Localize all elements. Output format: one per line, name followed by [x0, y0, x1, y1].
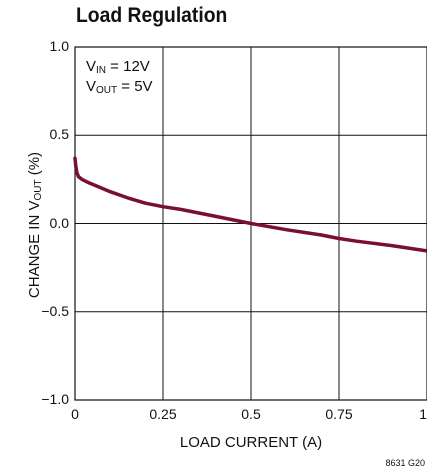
x-tick-label: 0.25 — [149, 406, 177, 422]
x-axis-label: LOAD CURRENT (A) — [179, 434, 323, 451]
y-tick-label: −1.0 — [41, 391, 69, 407]
annotation-vin: VIN = 12V — [86, 58, 150, 76]
y-axis-label: CHANGE IN VOUT (%) — [26, 151, 44, 299]
x-tick-label: 0.75 — [325, 406, 353, 422]
chart-title: Load Regulation — [76, 4, 228, 27]
plot-frame — [74, 46, 427, 401]
series-line — [73, 156, 427, 253]
y-tick-label: 0.5 — [49, 126, 69, 143]
y-tick-label: 0.0 — [49, 214, 69, 231]
x-tick-label: 0.5 — [241, 406, 261, 422]
figure-code: 8631 G20 — [385, 458, 425, 468]
y-tick-label: −0.5 — [41, 302, 69, 319]
annotation-vout: VOUT = 5V — [86, 78, 153, 96]
x-tick-label: 1 — [419, 406, 427, 422]
y-tick-label: 1.0 — [49, 38, 69, 54]
x-tick-label: 0 — [71, 406, 79, 422]
